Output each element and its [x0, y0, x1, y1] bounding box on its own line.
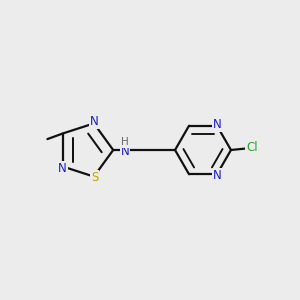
Text: H: H [121, 137, 129, 147]
Text: S: S [91, 171, 98, 184]
Text: N: N [213, 118, 222, 131]
Text: N: N [58, 162, 67, 175]
Text: Cl: Cl [246, 141, 258, 154]
Text: N: N [121, 145, 130, 158]
Text: N: N [213, 169, 222, 182]
Text: N: N [89, 115, 98, 128]
